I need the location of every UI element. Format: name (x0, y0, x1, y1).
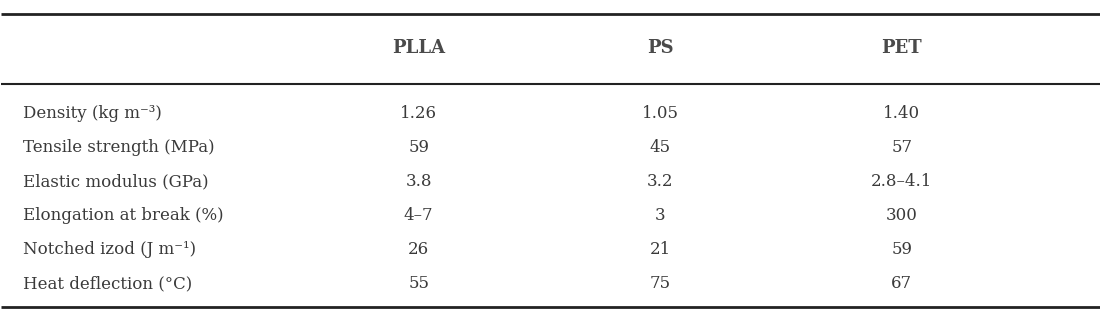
Text: 3: 3 (655, 207, 666, 224)
Text: Heat deflection (°C): Heat deflection (°C) (23, 275, 193, 292)
Text: 1.40: 1.40 (883, 105, 920, 122)
Text: 1.05: 1.05 (642, 105, 679, 122)
Text: Density (kg m⁻³): Density (kg m⁻³) (23, 105, 162, 122)
Text: 59: 59 (892, 241, 913, 258)
Text: Elongation at break (%): Elongation at break (%) (23, 207, 224, 224)
Text: 2.8–4.1: 2.8–4.1 (871, 173, 933, 190)
Text: 1.26: 1.26 (400, 105, 437, 122)
Text: 4–7: 4–7 (404, 207, 434, 224)
Text: 57: 57 (892, 139, 913, 156)
Text: PS: PS (647, 39, 674, 56)
Text: PET: PET (882, 39, 923, 56)
Text: Elastic modulus (GPa): Elastic modulus (GPa) (23, 173, 209, 190)
Text: 3.2: 3.2 (647, 173, 674, 190)
Text: Notched izod (J m⁻¹): Notched izod (J m⁻¹) (23, 241, 196, 258)
Text: 3.8: 3.8 (405, 173, 432, 190)
Text: 21: 21 (650, 241, 671, 258)
Text: PLLA: PLLA (392, 39, 445, 56)
Text: Tensile strength (MPa): Tensile strength (MPa) (23, 139, 215, 156)
Text: 75: 75 (650, 275, 671, 292)
Text: 45: 45 (650, 139, 671, 156)
Text: 300: 300 (886, 207, 918, 224)
Text: 26: 26 (408, 241, 429, 258)
Text: 55: 55 (408, 275, 429, 292)
Text: 67: 67 (892, 275, 913, 292)
Text: 59: 59 (408, 139, 429, 156)
